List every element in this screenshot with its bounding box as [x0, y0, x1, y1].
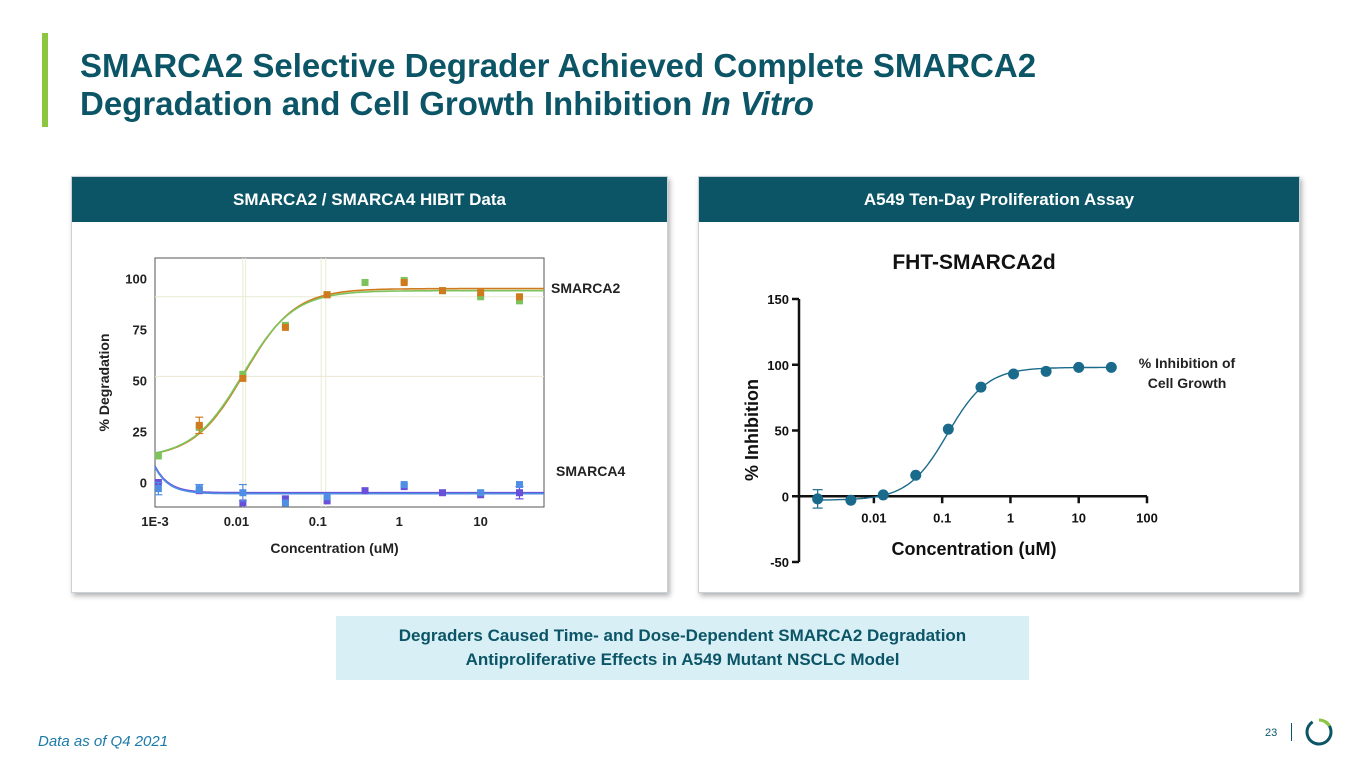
- y-tick-label: 0: [140, 476, 147, 491]
- x-tick-label: 1: [396, 514, 403, 529]
- plot-frame: [154, 257, 545, 508]
- data-date-footnote: Data as of Q4 2021: [38, 733, 169, 750]
- x-tick-label: 0.1: [933, 510, 951, 525]
- series-label-line-1: % Inhibition of: [1139, 355, 1236, 371]
- inhibition-data-point: [1105, 361, 1117, 373]
- y-tick-label: 150: [767, 292, 789, 307]
- y-tick-label: -50: [770, 555, 789, 570]
- callout-line-2: Antiproliferative Effects in A549 Mutant…: [465, 650, 900, 669]
- smarca2-replicate-point: [439, 287, 447, 295]
- smarca4-point: [515, 489, 523, 497]
- x-tick-label: 1: [1007, 510, 1014, 525]
- smarca4-point: [361, 487, 369, 495]
- hibit-panel-header: SMARCA2 / SMARCA4 HIBIT Data: [72, 177, 667, 222]
- smarca2-point: [515, 297, 523, 305]
- series-label-line-2: Cell Growth: [1148, 375, 1227, 391]
- inhibition-data-point: [1040, 365, 1052, 377]
- smarca4-replicate-point: [477, 489, 485, 497]
- smarca2-point: [361, 278, 369, 286]
- x-tick-label: 10: [473, 514, 487, 529]
- title-line-2-text: Degradation and Cell Growth Inhibition: [80, 85, 702, 122]
- x-tick-label: 0.01: [224, 514, 249, 529]
- smarca2-replicate-point: [400, 278, 408, 286]
- y-tick-label: 100: [767, 358, 789, 373]
- page-number: 23: [1265, 727, 1278, 739]
- smarca2-series-label: SMARCA2: [551, 280, 620, 296]
- y-tick-label: 100: [125, 271, 147, 286]
- inhibition-data-point: [812, 493, 824, 505]
- smarca2-replicate-point: [239, 374, 247, 382]
- y-tick-label: 0: [782, 489, 789, 504]
- y-tick-label: 25: [133, 424, 147, 439]
- inhibition-data-point: [877, 489, 889, 501]
- title-line-2: Degradation and Cell Growth Inhibition I…: [80, 85, 1036, 123]
- smarca2-point: [154, 452, 162, 460]
- x-axis-label: Concentration (uM): [892, 539, 1057, 559]
- x-tick-label: 0.01: [861, 510, 886, 525]
- smarca2-replicate-point: [515, 293, 523, 301]
- chart-title: FHT-SMARCA2d: [892, 251, 1055, 274]
- y-tick-label: 50: [775, 424, 789, 439]
- title-line-2-italic: In Vitro: [701, 85, 814, 122]
- x-tick-label: 10: [1071, 510, 1085, 525]
- smarca4-point: [439, 489, 447, 497]
- smarca4-replicate-point: [323, 493, 331, 501]
- smarca4-point: [239, 499, 247, 507]
- smarca4-replicate-point: [239, 489, 247, 497]
- smarca2-replicate-fit-curve: [154, 287, 544, 454]
- proliferation-chart: FHT-SMARCA2d -50 0 50 100 150 0.01 0.1 1 10 100 Con…: [742, 251, 1236, 570]
- proliferation-panel-header: A549 Ten-Day Proliferation Assay: [699, 177, 1299, 222]
- smarca2-replicate-point: [477, 289, 485, 297]
- hibit-panel: SMARCA2 / SMARCA4 HIBIT Data 0 25 50 75 100 1…: [71, 176, 668, 593]
- title-accent-bar: [42, 33, 48, 127]
- company-logo-icon: [1305, 718, 1333, 746]
- inhibition-data-point: [1073, 361, 1085, 373]
- smarca4-point: [281, 495, 289, 503]
- inhibition-data-point: [942, 423, 954, 435]
- x-tick-label: 0.1: [309, 514, 327, 529]
- inhibition-fit-curve: [817, 366, 1112, 501]
- smarca2-replicate-point: [195, 421, 203, 429]
- smarca4-replicate-point: [400, 481, 408, 489]
- x-axis-label: Concentration (uM): [270, 540, 398, 556]
- proliferation-panel: A549 Ten-Day Proliferation Assay FHT-SMA…: [698, 176, 1300, 593]
- y-tick-label: 75: [133, 322, 147, 337]
- inhibition-data-point: [845, 494, 857, 506]
- hibit-chart: 0 25 50 75 100 1E-3 0.01 0.1 1 10 Concentration (u…: [96, 257, 625, 556]
- page-number-separator: [1291, 723, 1292, 741]
- smarca4-replicate-point: [515, 481, 523, 489]
- inhibition-data-point: [1008, 368, 1020, 380]
- smarca2-replicate-point: [323, 291, 331, 299]
- smarca4-point: [323, 497, 331, 505]
- inhibition-data-point: [910, 469, 922, 481]
- callout-line-1: Degraders Caused Time- and Dose-Dependen…: [398, 626, 967, 645]
- inhibition-data-point: [975, 381, 987, 393]
- smarca2-point: [239, 370, 247, 378]
- smarca2-point: [477, 293, 485, 301]
- smarca4-replicate-point: [281, 499, 289, 507]
- title-line-1: SMARCA2 Selective Degrader Achieved Comp…: [80, 47, 1037, 84]
- smarca4-series-label: SMARCA4: [556, 463, 625, 479]
- key-findings-callout: Degraders Caused Time- and Dose-Dependen…: [336, 616, 1029, 680]
- smarca4-replicate-point: [195, 485, 203, 493]
- smarca2-replicate-point: [281, 323, 289, 331]
- x-tick-label: 100: [1136, 510, 1158, 525]
- y-axis-label: % Inhibition: [742, 379, 762, 481]
- smarca4-replicate-point: [154, 485, 162, 493]
- y-axis-label: % Degradation: [96, 333, 112, 431]
- y-tick-label: 50: [133, 373, 147, 388]
- x-tick-label: 1E-3: [141, 514, 168, 529]
- page-title: SMARCA2 Selective Degrader Achieved Comp…: [80, 47, 1036, 123]
